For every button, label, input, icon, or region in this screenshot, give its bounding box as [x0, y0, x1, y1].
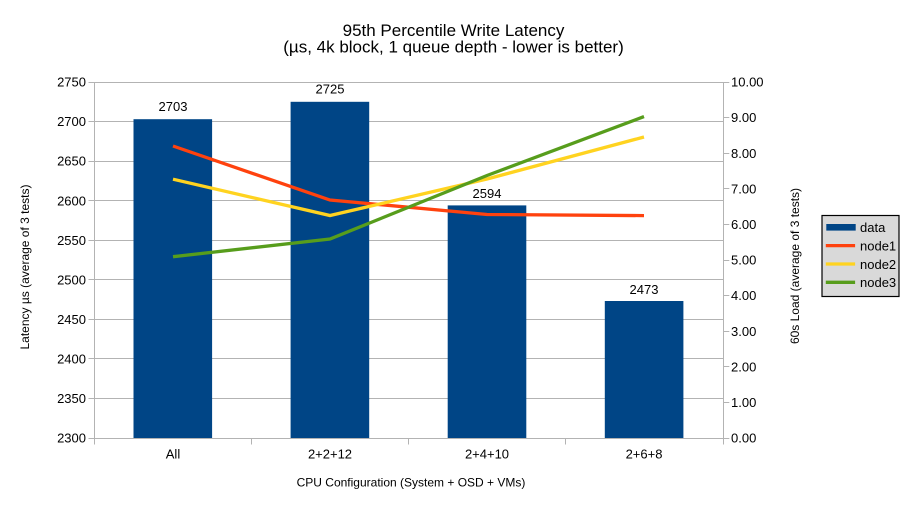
svg-text:All: All: [166, 447, 181, 462]
svg-text:2300: 2300: [57, 431, 86, 446]
svg-text:2+4+10: 2+4+10: [465, 447, 509, 462]
svg-text:2473: 2473: [630, 282, 659, 297]
svg-text:7.00: 7.00: [731, 181, 756, 196]
svg-text:node2: node2: [860, 257, 896, 272]
svg-text:95th Percentile Write Latency: 95th Percentile Write Latency: [343, 21, 565, 40]
svg-text:2550: 2550: [57, 233, 86, 248]
svg-text:2600: 2600: [57, 193, 86, 208]
svg-text:data: data: [860, 220, 886, 235]
svg-text:2350: 2350: [57, 391, 86, 406]
svg-text:6.00: 6.00: [731, 217, 756, 232]
svg-text:2750: 2750: [57, 75, 86, 90]
svg-text:2725: 2725: [316, 82, 345, 97]
svg-text:2+6+8: 2+6+8: [626, 447, 663, 462]
svg-text:Latency µs (average of 3 tests: Latency µs (average of 3 tests): [18, 185, 32, 350]
svg-text:2703: 2703: [159, 99, 188, 114]
svg-text:5.00: 5.00: [731, 253, 756, 268]
svg-text:60s Load (average of 3 tests): 60s Load (average of 3 tests): [788, 188, 802, 344]
svg-text:CPU Configuration (System + OS: CPU Configuration (System + OSD + VMs): [297, 476, 526, 490]
svg-text:1.00: 1.00: [731, 395, 756, 410]
svg-text:8.00: 8.00: [731, 146, 756, 161]
svg-text:node3: node3: [860, 275, 896, 290]
svg-text:node1: node1: [860, 238, 896, 253]
svg-text:9.00: 9.00: [731, 110, 756, 125]
svg-text:2.00: 2.00: [731, 359, 756, 374]
svg-text:3.00: 3.00: [731, 324, 756, 339]
svg-text:2400: 2400: [57, 352, 86, 367]
svg-text:2500: 2500: [57, 272, 86, 287]
svg-text:2450: 2450: [57, 312, 86, 327]
svg-text:10.00: 10.00: [731, 75, 764, 90]
svg-text:0.00: 0.00: [731, 431, 756, 446]
svg-text:(µs, 4k block, 1 queue depth -: (µs, 4k block, 1 queue depth - lower is …: [283, 37, 624, 56]
svg-text:2650: 2650: [57, 154, 86, 169]
svg-text:2+2+12: 2+2+12: [308, 447, 352, 462]
svg-text:4.00: 4.00: [731, 288, 756, 303]
svg-text:2594: 2594: [473, 186, 502, 201]
svg-text:2700: 2700: [57, 114, 86, 129]
